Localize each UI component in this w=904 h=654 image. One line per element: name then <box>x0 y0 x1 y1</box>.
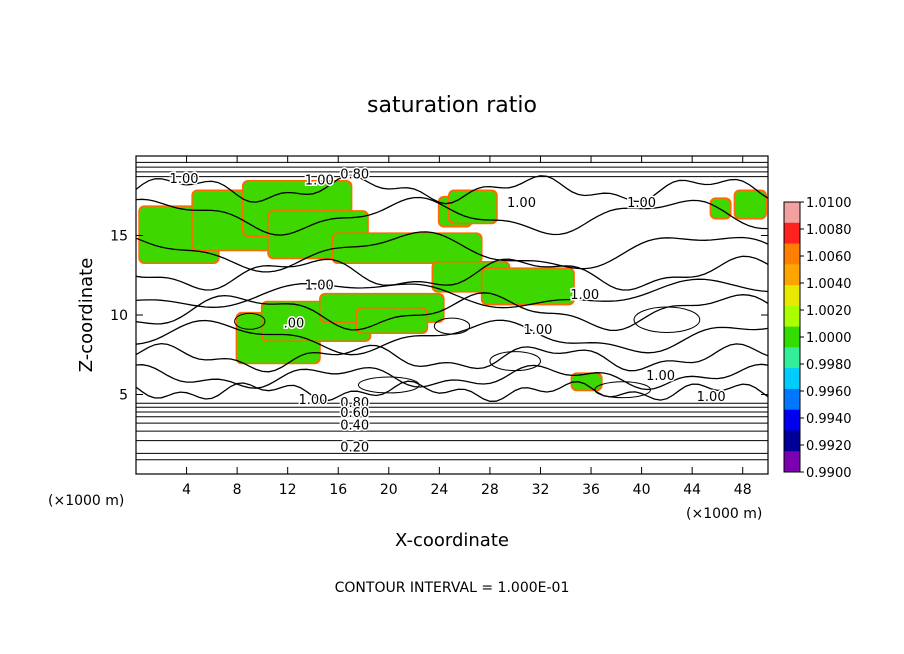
saturation-region-6 <box>482 268 574 304</box>
contour-label-11: 1.00 <box>298 393 327 408</box>
contour-label-1: 1.00 <box>305 174 334 189</box>
x-tick-label-4: 20 <box>380 482 398 498</box>
x-tick-label-1: 8 <box>233 482 242 498</box>
x-axis-label: X-coordinate <box>395 530 509 551</box>
contour-line-wave-2 <box>136 231 768 273</box>
colorbar-swatch-3 <box>784 264 800 286</box>
contour-label-8: .00 <box>284 317 305 332</box>
contour-label-7: 1.00 <box>523 323 552 338</box>
colorbar-label-9: 0.9920 <box>806 439 852 454</box>
contour-label-0: 1.00 <box>170 172 199 187</box>
contour-label-6: 1.00 <box>570 288 599 303</box>
contour-line-wave-3 <box>136 255 768 291</box>
colorbar-label-1: 1.0080 <box>806 223 852 238</box>
chart-title: saturation ratio <box>367 93 537 118</box>
plot-area: 1.00 1.00 0.80 1.00 1.00 1.00 1.00 1.00 .00 1.00 1… <box>136 156 768 474</box>
contour-line-wave-7 <box>136 342 768 373</box>
contour-label-10: 1.00 <box>697 390 726 405</box>
contour-label-14: 0.40 <box>340 418 369 433</box>
saturation-region-14 <box>735 190 766 219</box>
contour-label-15: 0.20 <box>340 441 369 456</box>
colorbar-label-10: 0.9900 <box>806 466 852 481</box>
y-axis-ticks: 5 10 15 <box>110 229 768 404</box>
contour-label-13: 0.60 <box>340 406 369 421</box>
contour-labels: 1.00 1.00 0.80 1.00 1.00 1.00 1.00 1.00 .00 1.00 1… <box>168 166 727 457</box>
saturation-fill-layer <box>138 179 767 392</box>
contour-line-wave-1 <box>136 196 768 236</box>
contour-loop-0 <box>357 376 420 394</box>
colorbar-label-8: 0.9940 <box>806 412 852 427</box>
colorbar-swatch-10 <box>784 409 800 431</box>
y-tick-label-1: 10 <box>110 308 128 324</box>
y-tick-label-2: 15 <box>110 229 128 245</box>
colorbar-label-5: 1.0000 <box>806 331 852 346</box>
colorbar-swatch-0 <box>784 202 800 224</box>
contour-line-wave-8 <box>136 363 768 391</box>
colorbar-swatch-6 <box>784 326 800 348</box>
contour-line-wave-0 <box>136 174 768 205</box>
x-tick-label-6: 28 <box>481 482 499 498</box>
colorbar-label-7: 0.9960 <box>806 385 852 400</box>
colorbar-swatch-9 <box>784 388 800 411</box>
colorbar-swatch-7 <box>784 347 800 369</box>
contour-label-4: 1.00 <box>627 196 656 211</box>
colorbar-swatch-4 <box>784 285 800 307</box>
x-tick-label-0: 4 <box>182 482 191 498</box>
x-tick-label-7: 32 <box>532 482 550 498</box>
contour-label-2: 0.80 <box>340 167 369 182</box>
contour-line-wave-5 <box>136 292 768 332</box>
x-unit-left: (×1000 m) <box>48 493 124 509</box>
x-tick-label-10: 44 <box>683 482 701 498</box>
colorbar-label-0: 1.0100 <box>806 196 852 211</box>
contour-label-5: 1.00 <box>305 279 334 294</box>
colorbar-label-4: 1.0020 <box>806 304 852 319</box>
colorbar-swatch-5 <box>784 305 800 328</box>
x-unit-right: (×1000 m) <box>686 506 762 522</box>
colorbar-swatch-11 <box>784 430 800 452</box>
contour-lines <box>136 161 768 461</box>
x-tick-label-3: 16 <box>329 482 347 498</box>
colorbar-label-6: 0.9980 <box>806 358 852 373</box>
colorbar: 1.0100 1.0080 1.0060 1.0040 1.0020 1.0000 0.99… <box>783 196 852 481</box>
colorbar-swatch-8 <box>784 368 800 390</box>
contour-loop-2 <box>594 381 651 399</box>
contour-interval-note: CONTOUR INTERVAL = 1.000E-01 <box>335 580 570 596</box>
contour-label-3: 1.00 <box>507 196 536 211</box>
contour-loop-5 <box>433 317 471 335</box>
contour-label-12: 0.80 <box>340 396 369 411</box>
contour-line-wave-4 <box>136 278 768 309</box>
y-axis-label: Z-coordinate <box>76 258 97 373</box>
x-tick-label-5: 24 <box>430 482 448 498</box>
y-tick-label-0: 5 <box>119 388 128 404</box>
colorbar-label-2: 1.0060 <box>806 250 852 265</box>
contour-label-9: 1.00 <box>646 369 675 384</box>
contour-loop-1 <box>489 351 541 372</box>
saturation-region-13 <box>711 198 731 219</box>
colorbar-label-3: 1.0040 <box>806 277 852 292</box>
saturation-region-10 <box>357 308 427 333</box>
colorbar-swatch-2 <box>784 243 800 265</box>
x-tick-label-11: 48 <box>734 482 752 498</box>
colorbar-swatch-12 <box>784 451 800 473</box>
contour-loop-4 <box>234 312 266 330</box>
contour-loop-3 <box>633 306 701 333</box>
x-tick-label-8: 36 <box>582 482 600 498</box>
x-axis-ticks: 4 8 12 16 20 24 28 32 36 40 44 48 <box>182 156 752 498</box>
x-tick-label-9: 40 <box>633 482 651 498</box>
contour-line-wave-9 <box>136 380 768 402</box>
x-tick-label-2: 12 <box>279 482 297 498</box>
saturation-region-4 <box>333 233 482 263</box>
colorbar-swatch-1 <box>784 222 800 245</box>
saturation-region-15 <box>572 373 602 390</box>
